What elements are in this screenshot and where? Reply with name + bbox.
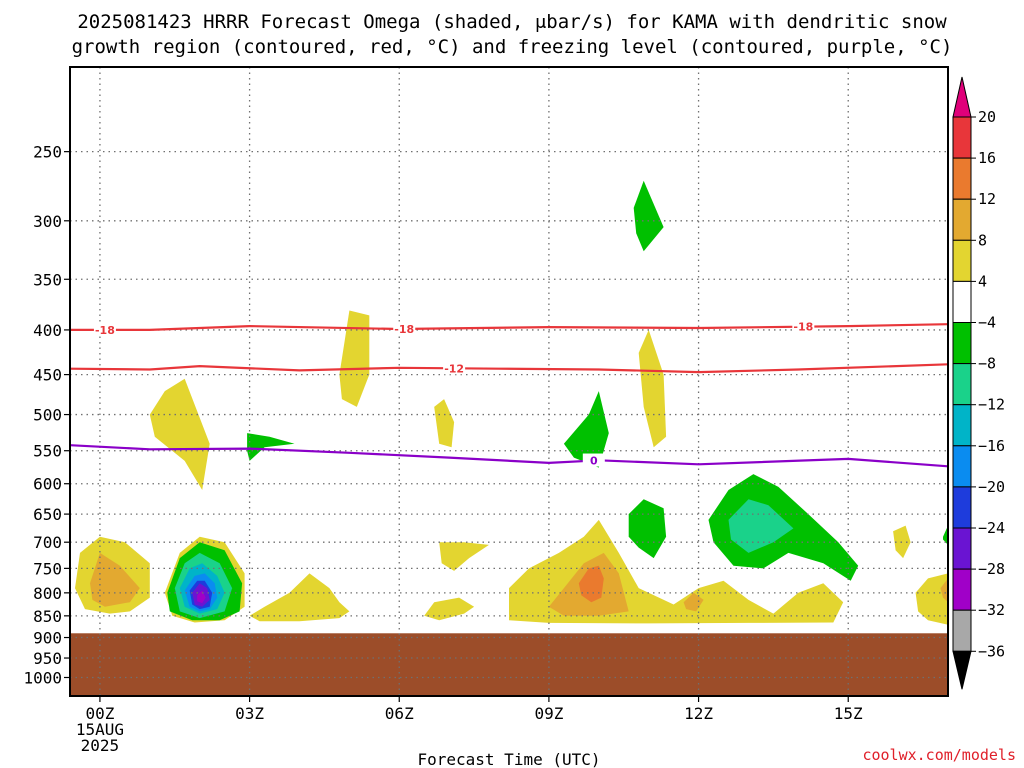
x-tick-label-00Z: 00Z — [85, 704, 114, 723]
colorbar-tick-label-4: 4 — [978, 272, 987, 290]
colorbar-swatch-8 — [952, 445, 972, 488]
omega-region-4 — [247, 433, 295, 461]
colorbar-tick-label-10: −24 — [978, 519, 1005, 537]
colorbar-swatch-4 — [952, 280, 972, 323]
omega-region-2 — [434, 399, 455, 448]
colorbar-tick-label-2: 12 — [978, 190, 996, 208]
contour-line-freezing_0 — [69, 444, 949, 468]
y-tick-label-900: 900 — [33, 629, 62, 648]
colorbar-swatch-0 — [952, 116, 972, 159]
contour-label-bg-dgz_-18-0 — [93, 322, 116, 336]
omega-region-1 — [339, 310, 370, 407]
chart-title-line-2: growth region (contoured, red, °C) and f… — [72, 36, 953, 58]
ground-surface — [70, 633, 948, 696]
x-tick-label-12Z: 12Z — [684, 704, 713, 723]
y-tick-label-850: 850 — [33, 607, 62, 626]
omega-shading — [75, 180, 948, 625]
omega-region-16 — [197, 590, 206, 604]
omega-region-28 — [943, 525, 948, 545]
plot-area: -18 -18 -18 -12 0 — [69, 66, 949, 697]
y-tick-label-300: 300 — [33, 212, 62, 231]
colorbar-swatch-11 — [952, 568, 972, 611]
colorbar-swatch-3 — [952, 239, 972, 282]
colorbar-swatch-10 — [952, 527, 972, 570]
contour-label-dgz_-18-2: -18 — [793, 321, 813, 334]
y-tick-label-600: 600 — [33, 475, 62, 494]
colorbar-tick-label-5: −4 — [978, 314, 996, 332]
colorbar-tick-label-13: −36 — [978, 642, 1005, 660]
y-axis: 250 300 350 400 450 500 550 600 650 700 750 800 850 9… — [23, 143, 70, 687]
contour-label-dgz_-18-1: -18 — [394, 323, 414, 336]
y-tick-label-500: 500 — [33, 406, 62, 425]
y-tick-label-350: 350 — [33, 270, 62, 289]
omega-region-6 — [633, 180, 664, 252]
omega-region-29 — [915, 573, 948, 625]
omega-region-30 — [940, 578, 948, 603]
y-tick-label-550: 550 — [33, 442, 62, 461]
x-tick-label-09Z: 09Z — [534, 704, 563, 723]
y-tick-label-700: 700 — [33, 533, 62, 552]
x-tick-date: 15AUG — [76, 720, 124, 739]
colorbar-swatch-9 — [952, 486, 972, 529]
y-tick-label-400: 400 — [33, 321, 62, 340]
colorbar: 20 16 12 8 4 −4 −8 −12 −16 −20 −24 −28 −32 −36 — [952, 76, 1005, 690]
colorbar-tick-label-0: 20 — [978, 108, 996, 126]
omega-region-5 — [563, 391, 609, 468]
y-tick-label-750: 750 — [33, 559, 62, 578]
x-tick-label-03Z: 03Z — [235, 704, 264, 723]
colorbar-swatch-7 — [952, 404, 972, 447]
colorbar-swatch-2 — [952, 198, 972, 241]
colorbar-swatch-6 — [952, 363, 972, 406]
contour-label-bg-freezing_0-0 — [582, 453, 605, 467]
colorbar-extend-top — [952, 76, 972, 118]
x-axis-title: Forecast Time (UTC) — [417, 750, 600, 768]
contour-label-dgz_-12-0: -12 — [444, 362, 464, 375]
omega-region-18 — [439, 542, 489, 571]
colorbar-tick-label-9: −20 — [978, 478, 1005, 496]
y-tick-label-450: 450 — [33, 366, 62, 385]
colorbar-tick-label-12: −32 — [978, 601, 1005, 619]
colorbar-tick-label-6: −8 — [978, 355, 996, 373]
contour-label-bg-dgz_-12-0 — [443, 361, 466, 375]
colorbar-swatch-1 — [952, 157, 972, 200]
omega-region-19 — [424, 597, 475, 621]
colorbar-extend-bottom — [952, 650, 972, 690]
contours: -18 -18 -18 -12 0 — [69, 319, 949, 468]
y-tick-label-650: 650 — [33, 505, 62, 524]
omega-region-8 — [90, 552, 140, 607]
colorbar-tick-label-8: −16 — [978, 437, 1005, 455]
omega-region-17 — [249, 573, 350, 622]
x-tick-label-06Z: 06Z — [385, 704, 414, 723]
contour-line-dgz_-18 — [70, 323, 949, 331]
x-tick-year: 2025 — [81, 736, 120, 755]
y-tick-label-1000: 1000 — [23, 668, 62, 687]
colorbar-tick-label-1: 16 — [978, 149, 996, 167]
y-tick-label-800: 800 — [33, 584, 62, 603]
y-tick-label-950: 950 — [33, 649, 62, 668]
colorbar-tick-label-11: −28 — [978, 560, 1005, 578]
colorbar-swatch-12 — [952, 609, 972, 652]
contour-label-bg-dgz_-18-1 — [393, 321, 416, 335]
colorbar-tick-label-7: −12 — [978, 396, 1005, 414]
chart-title-line-1: 2025081423 HRRR Forecast Omega (shaded, … — [77, 11, 947, 33]
x-tick-label-15Z: 15Z — [834, 704, 863, 723]
omega-region-0 — [149, 378, 210, 490]
colorbar-tick-label-3: 8 — [978, 231, 987, 249]
omega-region-3 — [638, 329, 667, 448]
contour-label-freezing_0-0: 0 — [590, 455, 598, 468]
y-tick-label-250: 250 — [33, 143, 62, 162]
plot-frame — [69, 66, 949, 697]
omega-region-26 — [728, 499, 794, 553]
omega-region-22 — [578, 565, 604, 603]
contour-label-dgz_-18-0: -18 — [95, 324, 115, 337]
site-credit: coolwx.com/models — [862, 746, 1016, 764]
colorbar-swatch-5 — [952, 322, 972, 365]
omega-region-24 — [628, 499, 667, 559]
contour-label-bg-dgz_-18-2 — [792, 319, 815, 333]
